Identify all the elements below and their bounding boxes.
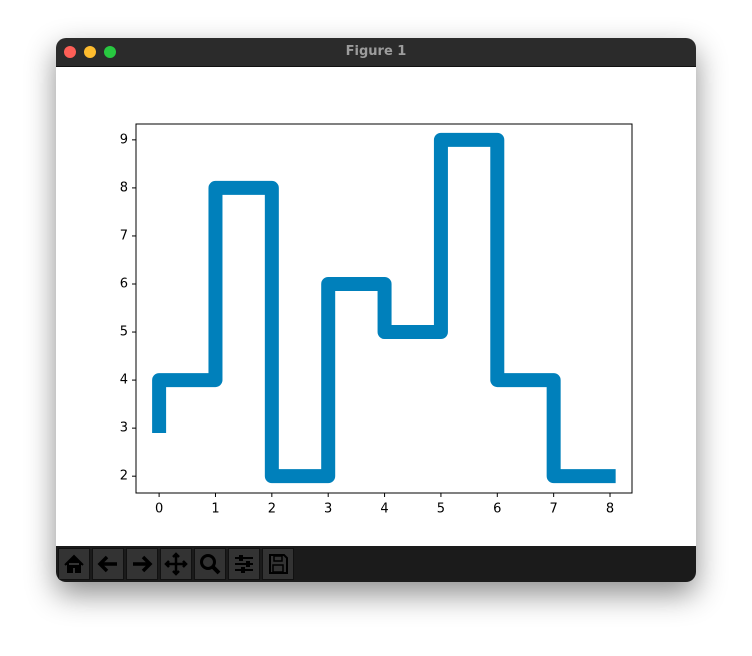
y-tick-label: 5	[120, 325, 128, 340]
home-button[interactable]	[58, 548, 90, 580]
back-button[interactable]	[92, 548, 124, 580]
toolbar	[56, 546, 696, 582]
forward-button[interactable]	[126, 548, 158, 580]
y-tick-label: 7	[120, 228, 128, 243]
minimize-button[interactable]	[84, 46, 96, 58]
zoom-button[interactable]	[104, 46, 116, 58]
y-tick-label: 9	[120, 132, 128, 147]
x-tick-label: 3	[324, 502, 332, 517]
axes-frame	[135, 123, 633, 494]
y-tick-label: 8	[120, 180, 128, 195]
y-tick-label: 3	[120, 421, 128, 436]
close-button[interactable]	[64, 46, 76, 58]
chart: 0 1 2 3 4 5 6 7 8 2 3 4 5 6 7 8 9	[120, 123, 633, 517]
window-title: Figure 1	[345, 44, 407, 59]
step-line	[152, 132, 616, 484]
x-tick-label: 2	[268, 502, 276, 517]
x-tick-label: 7	[550, 502, 558, 517]
save-button[interactable]	[262, 548, 294, 580]
zoom-tool-button[interactable]	[194, 548, 226, 580]
y-tick-label: 6	[120, 276, 128, 291]
y-tick-label: 4	[120, 373, 128, 388]
x-tick-label: 0	[155, 502, 163, 517]
y-tick-label: 2	[120, 469, 128, 484]
x-tick-label: 1	[211, 502, 219, 517]
title-bar: Figure 1	[56, 38, 696, 67]
configure-button[interactable]	[228, 548, 260, 580]
figure-window: Figure 1 0 1 2 3 4 5 6 7 8 2 3 4 5 6 7 8 9	[56, 38, 696, 582]
x-tick-label: 8	[606, 502, 614, 517]
x-tick-label: 5	[437, 502, 445, 517]
pan-button[interactable]	[160, 548, 192, 580]
x-tick-label: 6	[493, 502, 501, 517]
x-tick-label: 4	[380, 502, 388, 517]
